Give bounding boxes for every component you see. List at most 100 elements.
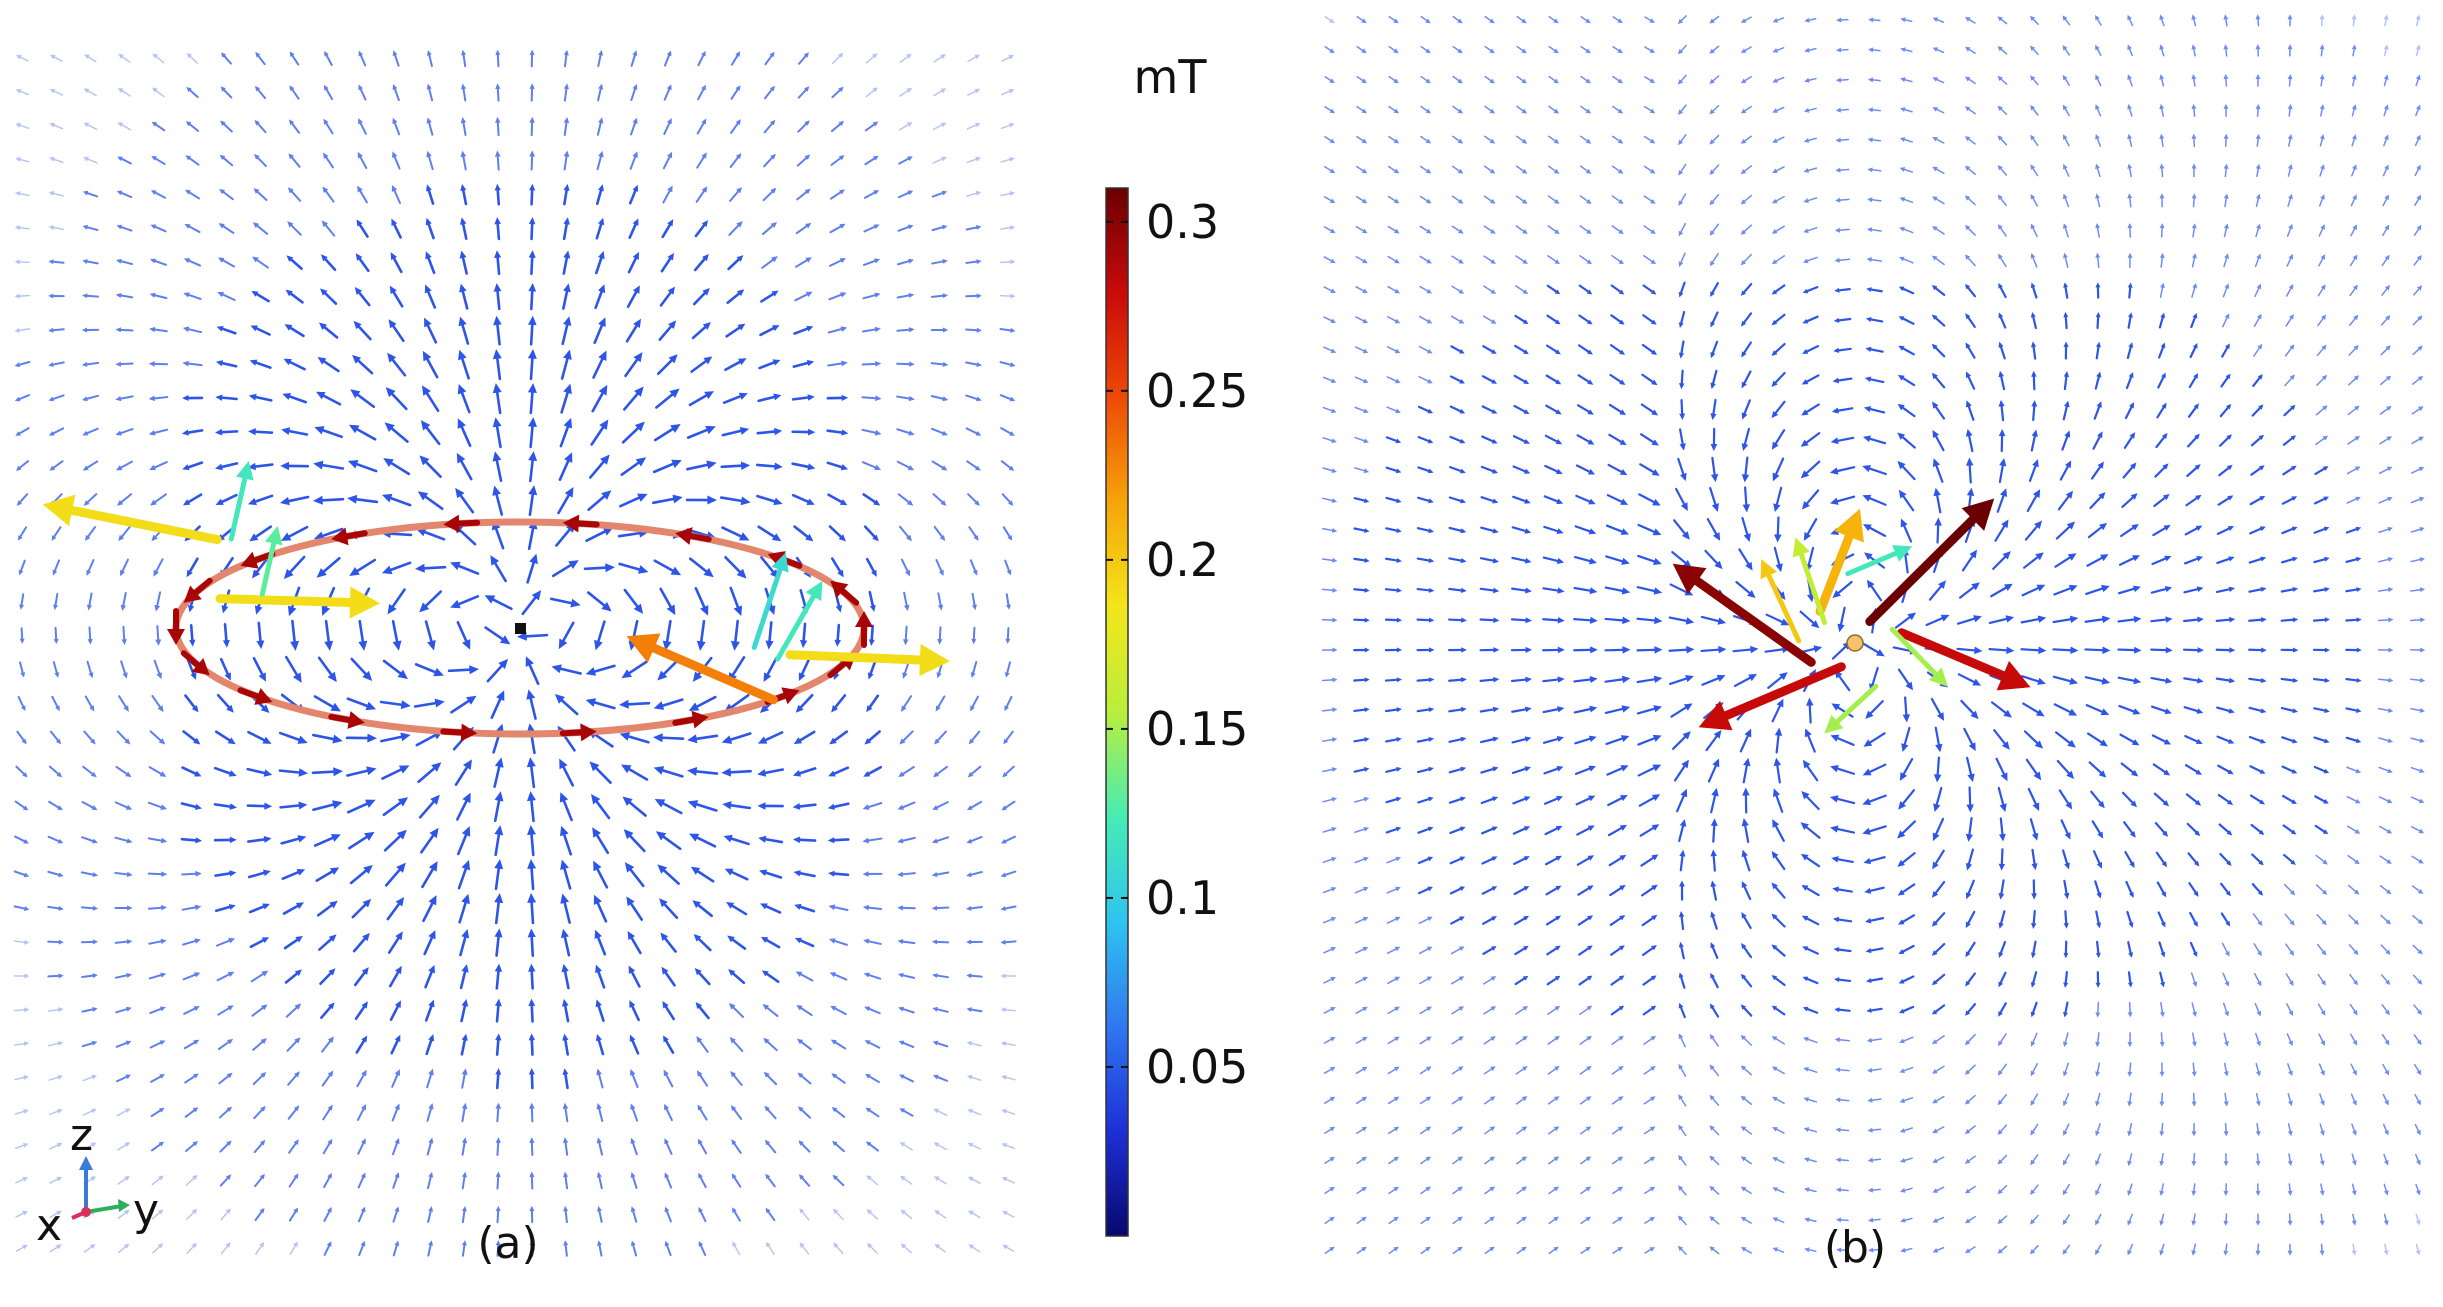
field-arrow-shaft xyxy=(1967,257,1976,267)
field-arrow-head xyxy=(1965,428,1973,437)
field-arrow-shaft xyxy=(1871,1128,1882,1131)
field-arrow-shaft xyxy=(868,694,880,709)
field-arrow-head xyxy=(1459,349,1465,354)
field-arrow-shaft xyxy=(2349,257,2356,267)
field-arrow-head xyxy=(1330,946,1337,952)
field-arrow-shaft xyxy=(2189,941,2197,954)
field-arrow-shaft xyxy=(346,697,369,708)
field-arrow-shaft xyxy=(530,1073,534,1090)
field-arrow-shaft xyxy=(1388,105,1396,112)
field-arrow-shaft xyxy=(2219,406,2229,418)
field-arrow-shaft xyxy=(1999,257,2007,268)
field-arrow-head xyxy=(908,292,915,298)
field-arrow-shaft xyxy=(793,525,809,538)
field-arrow-shaft xyxy=(415,734,437,747)
field-arrow-shaft xyxy=(1806,315,1819,323)
field-arrow-head xyxy=(92,872,99,878)
field-arrow-shaft xyxy=(631,1142,638,1156)
field-arrow-head xyxy=(898,771,905,778)
field-arrow-shaft xyxy=(662,156,671,170)
field-arrow-shaft xyxy=(2087,732,2103,744)
field-arrow-head xyxy=(1332,617,1338,623)
field-arrow-head xyxy=(1618,289,1625,295)
field-arrow-head xyxy=(694,967,702,976)
field-arrow-shaft xyxy=(148,974,162,980)
field-arrow-head xyxy=(1489,1126,1496,1132)
field-arrow-head xyxy=(804,188,811,195)
field-arrow-head xyxy=(1899,772,1908,781)
field-arrow-shaft xyxy=(863,525,876,538)
field-arrow-head xyxy=(1492,557,1500,564)
field-arrow-head xyxy=(1742,504,1751,513)
field-arrow-shaft xyxy=(1482,917,1494,925)
field-arrow-head xyxy=(942,396,949,402)
field-arrow-shaft xyxy=(458,529,477,546)
field-arrow-head xyxy=(57,1108,63,1114)
field-arrow-shaft xyxy=(833,730,849,742)
field-arrow-shaft xyxy=(2316,377,2325,386)
field-arrow-shaft xyxy=(392,257,403,274)
field-arrow-shaft xyxy=(1636,678,1656,684)
field-arrow-shaft xyxy=(2000,108,2008,116)
field-arrow-head xyxy=(1010,293,1016,299)
field-arrow-head xyxy=(2068,708,2078,716)
field-arrow-shaft xyxy=(1872,79,1881,82)
field-arrow-shaft xyxy=(289,326,305,338)
field-arrow-shaft xyxy=(2348,347,2357,356)
field-arrow-head xyxy=(1837,623,1845,633)
field-arrow-shaft xyxy=(321,497,345,502)
field-arrow-head xyxy=(562,1137,569,1144)
field-arrow-shaft xyxy=(528,663,540,685)
field-arrow-shaft xyxy=(2251,406,2262,417)
field-arrow-shaft xyxy=(2157,911,2165,924)
field-arrow-shaft xyxy=(2032,78,2039,86)
field-arrow-head xyxy=(253,188,260,194)
field-arrow-shaft xyxy=(2283,853,2294,863)
field-arrow-head xyxy=(149,326,156,333)
field-arrow-shaft xyxy=(937,1212,947,1219)
field-arrow-head xyxy=(352,354,362,364)
field-arrow-head xyxy=(1931,950,1938,956)
field-arrow-head xyxy=(1772,17,1779,23)
field-arrow-head xyxy=(1521,1126,1528,1132)
field-arrow-head xyxy=(148,430,156,436)
field-arrow-shaft xyxy=(2412,318,2420,326)
field-arrow-shaft xyxy=(2126,346,2132,360)
field-arrow-head xyxy=(461,826,471,837)
field-arrow-shaft xyxy=(1837,580,1853,594)
field-arrow-shaft xyxy=(18,427,30,435)
field-arrow-shaft xyxy=(180,802,197,809)
field-arrow-shaft xyxy=(1744,1158,1752,1165)
field-arrow-head xyxy=(830,1039,837,1045)
field-arrow-shaft xyxy=(2000,1063,2007,1073)
field-arrow-shaft xyxy=(696,870,715,883)
field-arrow-head xyxy=(1393,138,1400,144)
field-arrow-head xyxy=(461,1068,468,1076)
field-arrow-head xyxy=(2030,193,2036,200)
field-arrow-shaft xyxy=(529,459,534,483)
field-arrow-head xyxy=(158,1175,164,1181)
field-arrow-head xyxy=(328,934,337,942)
field-arrow-head xyxy=(2161,372,2166,379)
field-arrow-head xyxy=(1621,557,1630,565)
field-arrow-head xyxy=(1490,1006,1497,1011)
field-arrow-shaft xyxy=(496,290,501,311)
current-arrow-head xyxy=(443,514,460,533)
field-arrow-shaft xyxy=(147,837,163,842)
field-arrow-shaft xyxy=(427,1244,432,1257)
field-arrow-head xyxy=(332,734,343,744)
field-arrow-shaft xyxy=(188,191,201,200)
field-arrow-shaft xyxy=(2097,256,2100,269)
field-arrow-head xyxy=(2127,163,2133,169)
field-arrow-head xyxy=(736,221,743,228)
field-arrow-head xyxy=(2351,14,2357,20)
field-arrow-shaft xyxy=(2253,943,2260,953)
field-arrow-head xyxy=(1964,136,1971,142)
field-arrow-head xyxy=(1750,645,1759,654)
field-arrow-shaft xyxy=(2061,849,2069,865)
field-arrow-shaft xyxy=(358,257,370,273)
field-arrow-head xyxy=(2063,1130,2068,1136)
field-arrow-shaft xyxy=(1355,225,1365,232)
field-arrow-shaft xyxy=(2220,882,2229,894)
field-arrow-shaft xyxy=(1902,317,1915,325)
